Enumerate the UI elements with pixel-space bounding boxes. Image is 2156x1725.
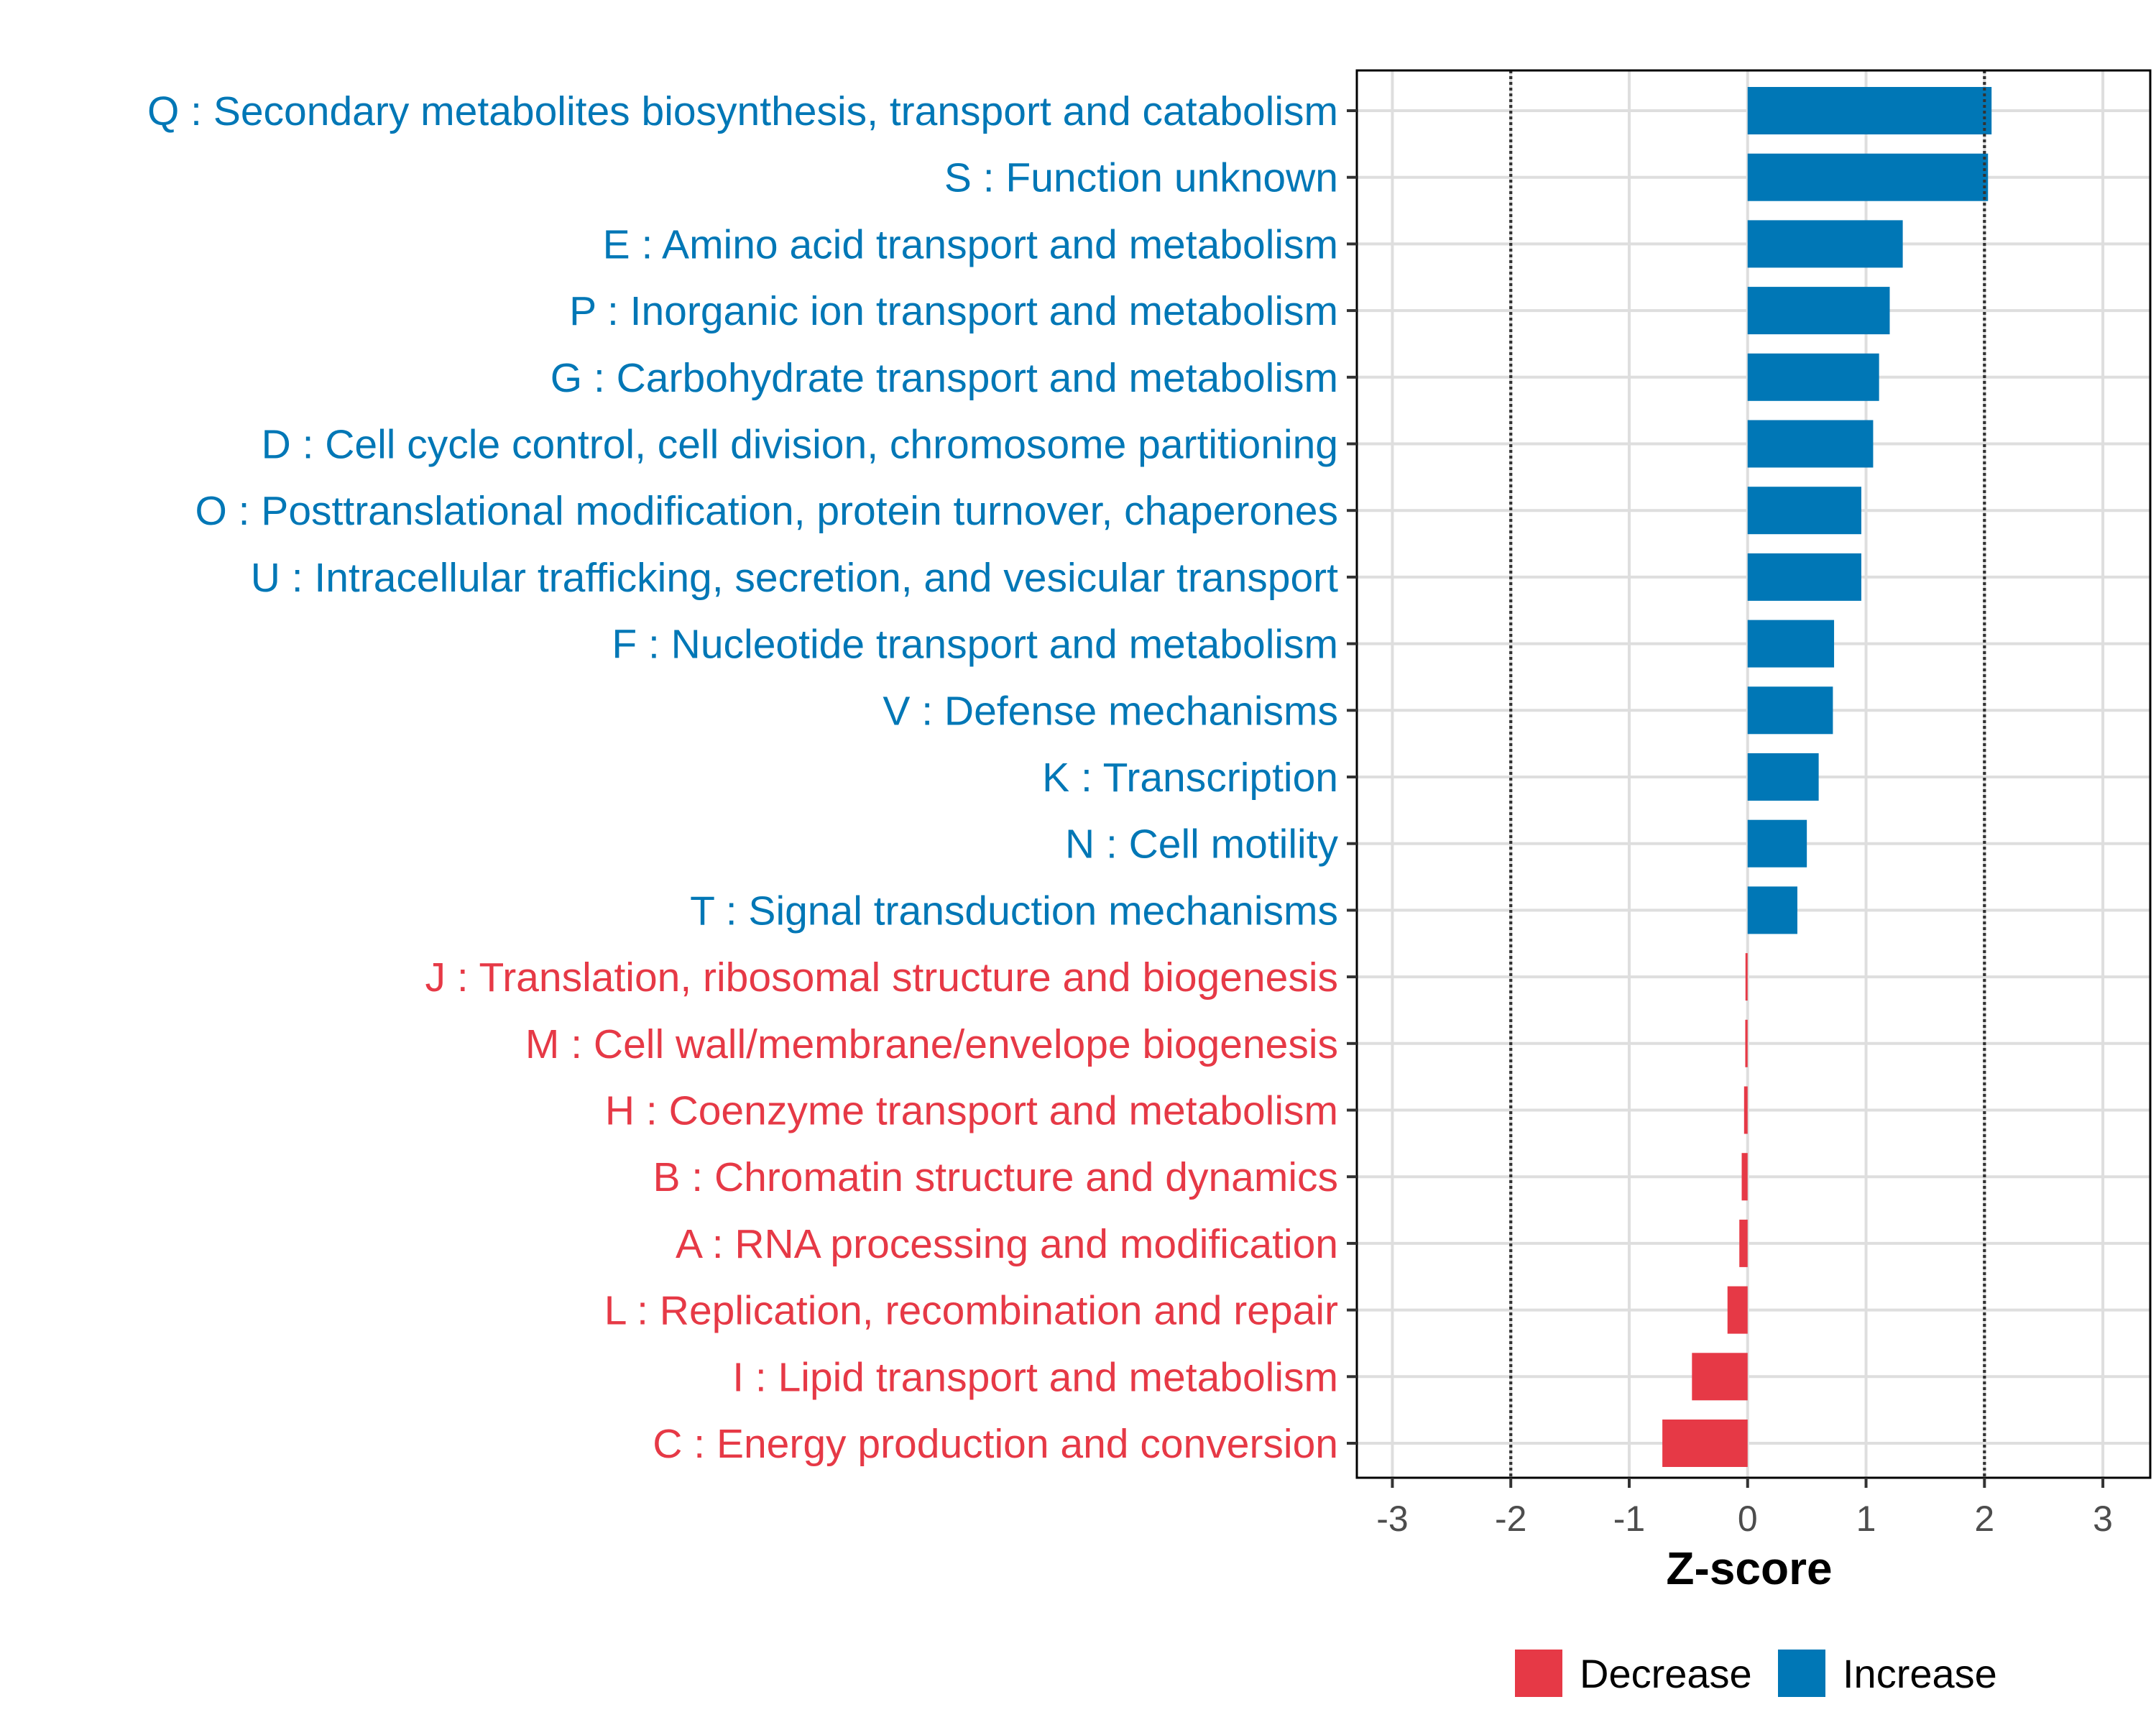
category-label: T : Signal transduction mechanisms bbox=[690, 888, 1338, 934]
category-label: D : Cell cycle control, cell division, c… bbox=[262, 422, 1338, 468]
x-tick-label: -1 bbox=[1613, 1499, 1645, 1539]
bars bbox=[1509, 70, 1992, 1478]
bar bbox=[1747, 353, 1879, 401]
category-label: B : Chromatin structure and dynamics bbox=[653, 1154, 1338, 1200]
x-tick-label: 3 bbox=[2093, 1499, 2113, 1539]
category-label: A : RNA processing and modification bbox=[676, 1221, 1338, 1267]
bar bbox=[1747, 753, 1819, 801]
bar bbox=[1743, 1086, 1748, 1134]
bar bbox=[1747, 87, 1992, 134]
bar bbox=[1727, 1286, 1748, 1334]
bar bbox=[1747, 886, 1797, 934]
bar bbox=[1747, 819, 1807, 868]
bar bbox=[1745, 953, 1748, 1001]
x-tick-label: 0 bbox=[1738, 1499, 1758, 1539]
bar bbox=[1747, 220, 1903, 268]
bar bbox=[1747, 553, 1861, 601]
category-label: I : Lipid transport and metabolism bbox=[732, 1354, 1338, 1400]
category-label: K : Transcription bbox=[1042, 755, 1338, 801]
legend: Decrease Increase bbox=[1515, 1650, 1997, 1697]
legend-label-decrease: Decrease bbox=[1580, 1651, 1752, 1696]
legend-key-increase bbox=[1778, 1650, 1825, 1697]
x-tick-label: -3 bbox=[1376, 1499, 1408, 1539]
category-label: S : Function unknown bbox=[944, 155, 1338, 201]
bar bbox=[1747, 420, 1874, 468]
bar bbox=[1747, 620, 1835, 668]
bar bbox=[1692, 1353, 1748, 1401]
bar bbox=[1741, 1153, 1748, 1201]
category-label: U : Intracellular trafficking, secretion… bbox=[251, 555, 1338, 601]
category-label: J : Translation, ribosomal structure and… bbox=[425, 954, 1338, 1000]
category-label: Q : Secondary metabolites biosynthesis, … bbox=[147, 88, 1338, 134]
category-label: M : Cell wall/membrane/envelope biogenes… bbox=[525, 1021, 1338, 1067]
category-label: G : Carbohydrate transport and metabolis… bbox=[550, 355, 1338, 401]
category-label: V : Defense mechanisms bbox=[883, 688, 1338, 734]
x-tick-label: 1 bbox=[1856, 1499, 1876, 1539]
bar bbox=[1747, 287, 1890, 335]
legend-key-decrease bbox=[1515, 1650, 1562, 1697]
category-label: P : Inorganic ion transport and metaboli… bbox=[569, 288, 1338, 334]
x-tick-label: -2 bbox=[1495, 1499, 1526, 1539]
category-labels: Q : Secondary metabolites biosynthesis, … bbox=[147, 88, 1357, 1467]
bar bbox=[1747, 686, 1833, 735]
legend-label-increase: Increase bbox=[1843, 1651, 1997, 1696]
category-label: N : Cell motility bbox=[1065, 822, 1339, 868]
x-axis-ticks: -3 -2 -1 0 1 2 3 bbox=[1376, 1478, 2113, 1539]
bar bbox=[1747, 487, 1861, 535]
bar bbox=[1747, 153, 1989, 201]
x-axis-title: Z-score bbox=[1666, 1542, 1832, 1594]
category-label: H : Coenzyme transport and metabolism bbox=[605, 1088, 1338, 1134]
plot-panel-border bbox=[1355, 69, 2152, 1479]
bar bbox=[1739, 1219, 1748, 1267]
x-tick-label: 2 bbox=[1974, 1499, 1994, 1539]
bar bbox=[1662, 1420, 1748, 1467]
category-label: E : Amino acid transport and metabolism bbox=[603, 221, 1338, 267]
category-label: C : Energy production and conversion bbox=[653, 1421, 1338, 1467]
category-label: F : Nucleotide transport and metabolism bbox=[612, 622, 1338, 668]
bar bbox=[1745, 1019, 1748, 1067]
category-label: O : Posttranslational modification, prot… bbox=[195, 488, 1338, 534]
category-label: L : Replication, recombination and repai… bbox=[604, 1288, 1338, 1334]
